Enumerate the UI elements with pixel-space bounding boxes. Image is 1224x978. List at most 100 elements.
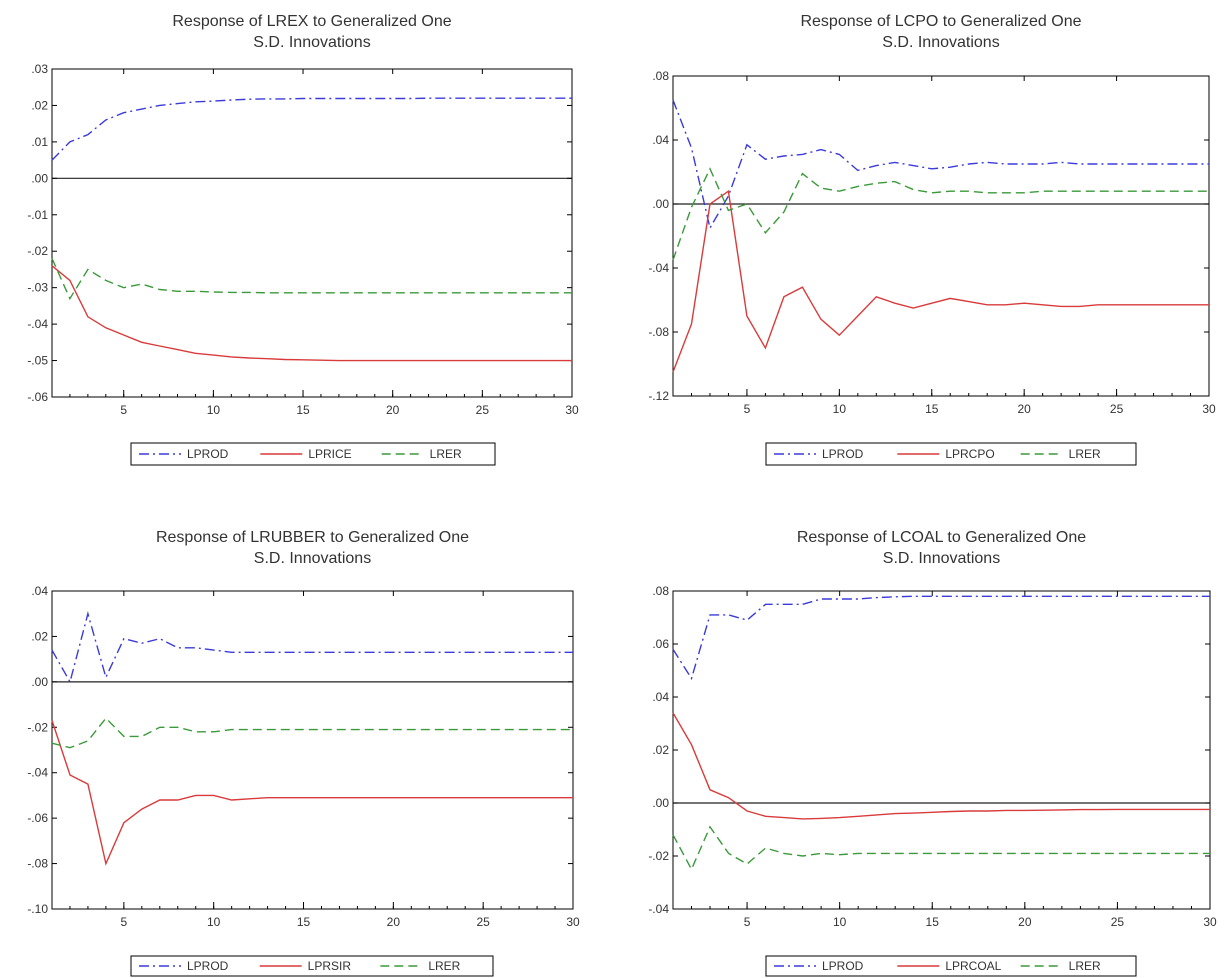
legend-box — [130, 442, 496, 466]
x-tick-label: 25 — [1110, 402, 1124, 416]
legend-box — [765, 955, 1137, 977]
x-tick-label: 5 — [744, 402, 751, 416]
legend-label: LRER — [1069, 959, 1101, 973]
legend-box — [130, 955, 494, 977]
y-tick-label: .02 — [31, 98, 48, 112]
chart-title: Response of LCPO to Generalized One — [800, 13, 1081, 30]
y-tick-label: -.03 — [27, 281, 48, 295]
x-tick-label: 20 — [386, 403, 400, 417]
series-line-lprsir — [51, 720, 573, 866]
x-tick-label: 15 — [926, 915, 940, 929]
chart-title: Response of LREX to Generalized One — [172, 13, 451, 30]
y-tick-label: .01 — [31, 135, 48, 149]
plot-frame — [51, 590, 574, 910]
x-tick-label: 30 — [1203, 915, 1217, 929]
x-tick-label: 10 — [833, 915, 847, 929]
series-line-lrer — [51, 717, 573, 749]
y-tick-label: .04 — [652, 133, 669, 147]
legend-label: LRER — [430, 447, 462, 461]
chart-panel-1: Response of LREX to Generalized One S.D. … — [27, 13, 579, 466]
series-line-lprice — [51, 265, 572, 362]
series-line-lprod — [51, 97, 572, 161]
legend-label: LRER — [1069, 447, 1101, 461]
legend-label: LPROD — [187, 447, 229, 461]
series-line-lprod — [672, 595, 1210, 681]
y-tick-label: -.06 — [27, 811, 48, 825]
y-tick-label: -.12 — [648, 389, 669, 403]
x-tick-label: 20 — [1017, 402, 1031, 416]
x-tick-label: 10 — [207, 403, 221, 417]
series-line-lrer — [51, 258, 572, 301]
x-tick-label: 30 — [565, 403, 579, 417]
x-tick-label: 30 — [566, 915, 580, 929]
x-tick-label: 25 — [476, 915, 490, 929]
y-tick-label: .04 — [31, 584, 48, 598]
y-tick-label: .08 — [652, 69, 669, 83]
y-tick-label: .08 — [652, 584, 669, 598]
series-line-lprod — [51, 611, 573, 684]
x-tick-label: 20 — [387, 915, 401, 929]
y-tick-label: -.02 — [648, 849, 669, 863]
plot-frame — [51, 68, 573, 398]
plot-frame — [672, 590, 1211, 910]
y-tick-label: -.08 — [27, 857, 48, 871]
x-tick-label: 30 — [1202, 402, 1216, 416]
x-tick-label: 5 — [121, 915, 128, 929]
chart-subtitle: S.D. Innovations — [254, 550, 371, 567]
chart-panel-4: Response of LCOAL to Generalized One S.D.… — [648, 529, 1217, 977]
y-tick-label: -.10 — [27, 902, 48, 916]
legend-label: LRER — [428, 959, 460, 973]
x-tick-label: 15 — [296, 403, 310, 417]
y-tick-label: .00 — [31, 675, 48, 689]
y-tick-label: .00 — [652, 796, 669, 810]
legend-label: LPROD — [822, 447, 864, 461]
y-tick-label: -.04 — [648, 902, 669, 916]
x-tick-label: 10 — [207, 915, 221, 929]
legend-label: LPROD — [822, 959, 864, 973]
x-tick-label: 15 — [925, 402, 939, 416]
series-line-lrer — [672, 825, 1210, 871]
x-tick-label: 10 — [833, 402, 847, 416]
y-tick-label: .02 — [652, 743, 669, 757]
y-tick-label: -.04 — [27, 317, 48, 331]
chart-title: Response of LRUBBER to Generalized One — [156, 529, 469, 546]
x-tick-label: 5 — [744, 915, 751, 929]
y-tick-label: -.02 — [27, 244, 48, 258]
chart-subtitle: S.D. Innovations — [882, 34, 999, 51]
legend-label: LPRCOAL — [945, 959, 1001, 973]
series-line-lprcpo — [672, 189, 1209, 373]
chart-panel-2: Response of LCPO to Generalized One S.D. … — [648, 13, 1216, 466]
chart-title: Response of LCOAL to Generalized One — [797, 529, 1086, 546]
legend-label: LPRICE — [308, 447, 351, 461]
y-tick-label: -.02 — [27, 720, 48, 734]
chart-subtitle: S.D. Innovations — [883, 550, 1000, 567]
y-tick-label: .00 — [652, 197, 669, 211]
y-tick-label: -.08 — [648, 325, 669, 339]
legend-label: LPRSIR — [308, 959, 352, 973]
series-line-lprcoal — [672, 712, 1210, 820]
x-tick-label: 20 — [1018, 915, 1032, 929]
y-tick-label: -.05 — [27, 354, 48, 368]
x-tick-label: 5 — [120, 403, 127, 417]
series-line-lprod — [672, 99, 1209, 230]
y-tick-label: -.04 — [648, 261, 669, 275]
y-tick-label: .04 — [652, 690, 669, 704]
y-tick-label: .00 — [31, 171, 48, 185]
y-tick-label: .03 — [31, 62, 48, 76]
y-tick-label: -.01 — [27, 208, 48, 222]
y-tick-label: -.06 — [27, 390, 48, 404]
chart-subtitle: S.D. Innovations — [253, 34, 370, 51]
y-tick-label: -.04 — [27, 766, 48, 780]
legend-label: LPROD — [187, 959, 229, 973]
legend-label: LPRCPO — [945, 447, 994, 461]
plot-frame — [672, 75, 1210, 397]
series-line-lrer — [672, 167, 1209, 261]
x-tick-label: 15 — [297, 915, 311, 929]
x-tick-label: 25 — [1111, 915, 1125, 929]
y-tick-label: .06 — [652, 637, 669, 651]
legend-box — [765, 442, 1137, 466]
chart-panel-3: Response of LRUBBER to Generalized One S.… — [27, 529, 580, 977]
y-tick-label: .02 — [31, 629, 48, 643]
x-tick-label: 25 — [476, 403, 490, 417]
